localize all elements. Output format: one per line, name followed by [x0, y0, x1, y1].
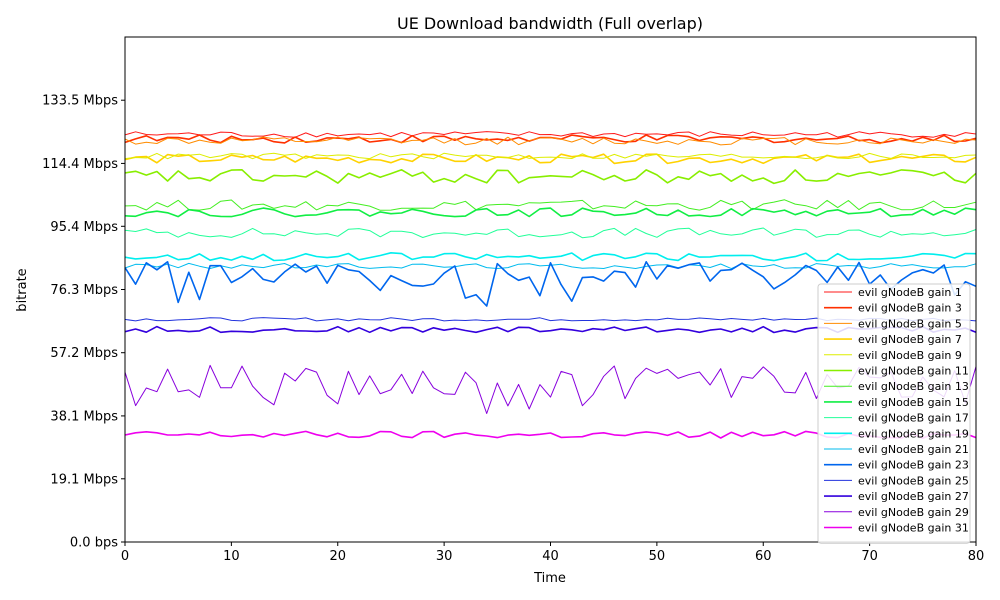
legend-entry: evil gNodeB gain 19 [858, 427, 969, 440]
legend-entry: evil gNodeB gain 9 [858, 349, 962, 362]
legend-entry: evil gNodeB gain 31 [858, 522, 969, 535]
legend-entry: evil gNodeB gain 17 [858, 412, 969, 425]
x-tick-label: 60 [755, 549, 772, 564]
legend-entry: evil gNodeB gain 3 [858, 302, 962, 315]
y-tick-label: 76.3 Mbps [50, 283, 118, 298]
series-line-1 [124, 131, 977, 138]
x-tick-label: 20 [329, 549, 346, 564]
x-tick-label: 50 [649, 549, 666, 564]
y-tick-label: 0.0 bps [70, 536, 118, 551]
legend: evil gNodeB gain 1 evil gNodeB gain 3 evil… [817, 283, 971, 544]
series-line-5 [124, 152, 977, 160]
x-tick-label: 30 [436, 549, 453, 564]
legend-entry: evil gNodeB gain 21 [858, 443, 969, 456]
y-tick-label: 38.1 Mbps [50, 409, 118, 424]
series-line-4 [124, 153, 977, 165]
series-line-3 [124, 136, 977, 146]
x-tick-label: 40 [542, 549, 559, 564]
legend-entry: evil gNodeB gain 25 [858, 474, 969, 487]
legend-entry: evil gNodeB gain 27 [858, 490, 969, 503]
y-axis-label: bitrate [15, 268, 30, 311]
series-line-7 [124, 199, 977, 211]
legend-entry: evil gNodeB gain 11 [858, 365, 969, 378]
series-line-6 [124, 169, 977, 185]
legend-entry: evil gNodeB gain 13 [858, 380, 969, 393]
x-tick-label: 0 [121, 549, 129, 564]
x-tick-label: 70 [861, 549, 878, 564]
x-tick-label: 10 [223, 549, 240, 564]
legend-box [817, 283, 971, 544]
y-tick-label: 57.2 Mbps [50, 346, 118, 361]
y-tick-label: 19.1 Mbps [50, 472, 118, 487]
legend-entry: evil gNodeB gain 5 [858, 317, 962, 330]
y-tick-label: 133.5 Mbps [42, 94, 118, 109]
x-axis-label: Time [533, 571, 566, 586]
legend-entry: evil gNodeB gain 23 [858, 459, 969, 472]
series-line-9 [124, 227, 977, 239]
series-line-10 [124, 252, 977, 262]
legend-entry: evil gNodeB gain 1 [858, 286, 962, 299]
x-tick-label: 80 [968, 549, 985, 564]
chart-title: UE Download bandwidth (Full overlap) [397, 14, 703, 33]
series-line-8 [124, 207, 977, 218]
legend-entry: evil gNodeB gain 29 [858, 506, 969, 519]
y-axis: 0.0 bps 19.1 Mbps 38.1 Mbps 57.2 Mbps 76.3 M… [42, 94, 125, 551]
x-axis: 0 10 20 30 40 50 60 70 80 [121, 542, 984, 564]
y-tick-label: 114.4 Mbps [42, 157, 118, 172]
legend-entry: evil gNodeB gain 7 [858, 333, 962, 346]
y-tick-label: 95.4 Mbps [50, 220, 118, 235]
series-line-12 [124, 260, 977, 307]
legend-entry: evil gNodeB gain 15 [858, 396, 969, 409]
